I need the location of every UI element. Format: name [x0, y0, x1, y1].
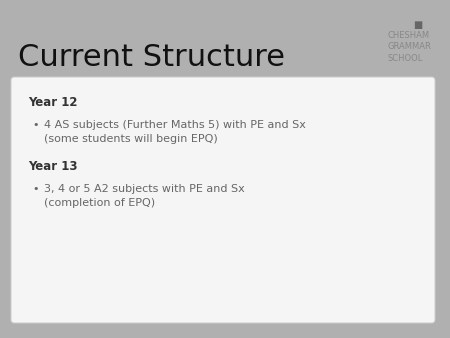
- Text: CHESHAM
GRAMMAR
SCHOOL: CHESHAM GRAMMAR SCHOOL: [388, 31, 432, 63]
- Text: Year 13: Year 13: [28, 160, 77, 173]
- Text: 3, 4 or 5 A2 subjects with PE and Sx: 3, 4 or 5 A2 subjects with PE and Sx: [44, 184, 245, 194]
- Text: •: •: [32, 120, 39, 130]
- Text: (some students will begin EPQ): (some students will begin EPQ): [44, 134, 218, 144]
- Text: ■: ■: [414, 20, 423, 30]
- Text: Current Structure: Current Structure: [18, 43, 285, 72]
- Text: Year 12: Year 12: [28, 96, 77, 109]
- Text: (completion of EPQ): (completion of EPQ): [44, 198, 155, 208]
- Text: •: •: [32, 184, 39, 194]
- FancyBboxPatch shape: [11, 77, 435, 323]
- Text: 4 AS subjects (Further Maths 5) with PE and Sx: 4 AS subjects (Further Maths 5) with PE …: [44, 120, 306, 130]
